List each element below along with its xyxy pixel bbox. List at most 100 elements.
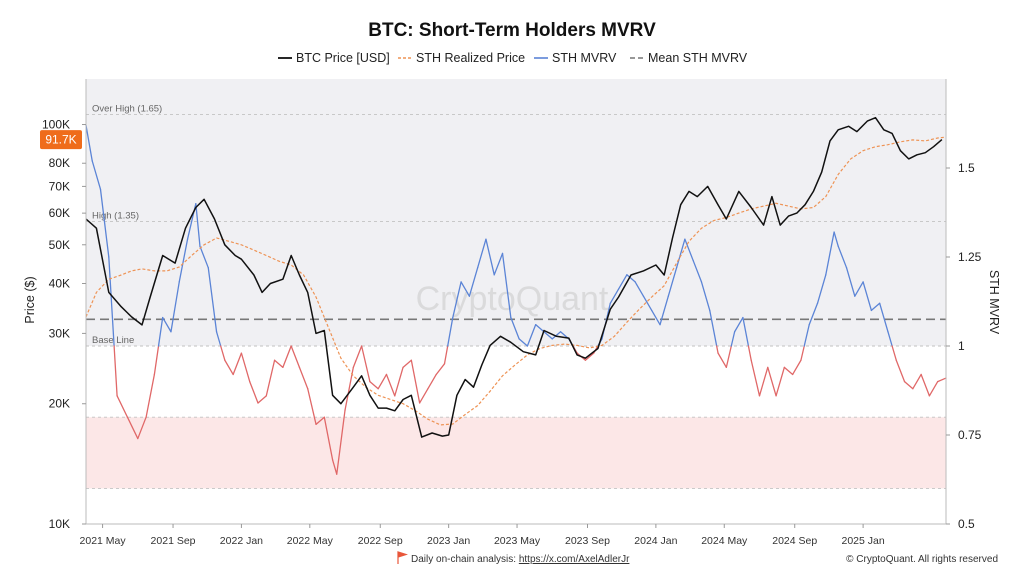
sth-mvrv-segment-27-0: [307, 388, 317, 425]
sth-mvrv-segment-75-0: [700, 281, 711, 312]
sth-mvrv-segment-4-0: [116, 395, 129, 418]
sth-mvrv-segment-67-0: [634, 281, 645, 297]
sth-mvrv-segment-80-1: [747, 345, 752, 361]
sth-mvrv-segment-77-0: [717, 352, 727, 369]
x-tick-label-5: 2023 Jan: [427, 535, 470, 547]
sth-mvrv-segment-101-0: [912, 373, 922, 390]
left-tick-label-5: 60K: [49, 206, 70, 220]
sth-mvrv-segment-26-0: [298, 366, 309, 390]
sth-mvrv-segment-53-0: [518, 338, 529, 347]
left-tick-label-7: 80K: [49, 156, 70, 170]
x-tick-label-10: 2024 Sep: [772, 535, 817, 547]
sth-mvrv-segment-31-0: [336, 409, 346, 475]
sth-mvrv-segment-34-0: [360, 345, 371, 383]
sth-mvrv-segment-10-0: [170, 281, 180, 333]
right-axis-ticks: 0.5 0.75 1 1.25 1.5: [946, 161, 982, 531]
sth-mvrv-segment-94-0: [854, 281, 864, 297]
legend-item-btc-price[interactable]: BTC Price [USD]: [278, 51, 390, 65]
current-price-badge: 91.7K: [40, 130, 82, 150]
sth-mvrv-segment-72-0: [675, 238, 686, 269]
sth-mvrv-segment-56-0: [543, 331, 553, 340]
sth-mvrv-segment-6-0: [137, 416, 147, 440]
left-tick-label-3: 40K: [49, 276, 70, 290]
sth-mvrv-segment-78-0: [725, 345, 732, 369]
sth-mvrv-segment-98-0: [887, 331, 893, 347]
legend-item-sth-realized[interactable]: STH Realized Price: [398, 51, 525, 65]
footer-prefix: Daily on-chain analysis:: [411, 554, 519, 565]
sth-mvrv-segment-99-0: [895, 359, 906, 383]
sth-mvrv-segment-82-0: [758, 366, 769, 397]
x-tick-label-8: 2024 Jan: [634, 535, 677, 547]
sth-mvrv-segment-3-1: [113, 345, 118, 397]
upper-zone-band: [86, 79, 946, 346]
sth-mvrv-segment-73-0: [684, 238, 694, 262]
series-layer: [85, 116, 947, 475]
flag-icon: [397, 551, 409, 564]
right-tick-label-2: 1: [958, 339, 965, 353]
sth-mvrv-segment-1-0: [91, 160, 102, 191]
sth-mvrv-segment-49-0: [485, 238, 495, 276]
sth-mvrv-segment-66-0: [626, 274, 636, 283]
sth-mvrv-segment-16-0: [215, 331, 222, 347]
left-axis-ticks: 10K 20K 30K 40K 50K 60K 70K 80K 100K: [42, 118, 86, 531]
sth-mvrv-segment-29-0: [323, 416, 334, 461]
sth-mvrv-segment-54-0: [526, 323, 537, 347]
plot-background: [86, 79, 946, 489]
sth-mvrv-segment-28-0: [315, 416, 325, 425]
sth-mvrv-segment-14-0: [199, 245, 209, 269]
sth-mvrv-segment-21-0: [257, 395, 267, 404]
sth-mvrv-segment-96-0: [870, 302, 881, 312]
sth-mvrv-segment-3-0: [108, 256, 115, 347]
legend-label-sth-realized: STH Realized Price: [416, 51, 525, 65]
sth-mvrv-segment-64-0: [609, 288, 620, 304]
sth-mvrv-segment-103-0: [928, 380, 939, 397]
x-tick-label-3: 2022 May: [287, 535, 334, 547]
chart-title: BTC: Short-Term Holders MVRV: [368, 20, 656, 41]
x-tick-label-1: 2021 Sep: [151, 535, 196, 547]
sth-mvrv-segment-100-0: [903, 380, 914, 390]
footer: Daily on-chain analysis: https://x.com/A…: [397, 551, 998, 565]
current-price-badge-bg: [40, 130, 82, 150]
sth-mvrv-segment-47-0: [468, 267, 479, 297]
sth-mvrv-segment-89-0: [816, 274, 827, 304]
sth-mvrv-segment-83-0: [767, 366, 777, 397]
sth-mvrv-segment-80-0: [742, 316, 750, 347]
legend-label-btc-price: BTC Price [USD]: [296, 51, 390, 65]
sth-mvrv-segment-61-0: [584, 352, 595, 361]
sth-mvrv-segment-33-0: [352, 345, 363, 369]
sth-mvrv-segment-44-1: [447, 316, 454, 347]
sth-mvrv-segment-20-0: [249, 380, 259, 404]
sth-mvrv-segment-0-0: [85, 124, 93, 162]
legend-item-mean-mvrv[interactable]: Mean STH MVRV: [630, 51, 748, 65]
sth-mvrv-segment-38-0: [394, 366, 404, 397]
sth-mvrv-segment-9-0: [162, 316, 172, 333]
sth-mvrv-segment-69-0: [651, 309, 661, 326]
x-tick-label-6: 2023 May: [494, 535, 541, 547]
sth-mvrv-segment-68-0: [642, 295, 653, 312]
sth-mvrv-segment-48-0: [477, 238, 487, 269]
sth-mvrv-segment-81-0: [750, 359, 761, 397]
sth-mvrv-segment-50-0: [493, 252, 504, 276]
sth-mvrv-segment-44-0: [443, 345, 449, 365]
footer-copyright: © CryptoQuant. All rights reserved: [846, 554, 998, 565]
x-tick-label-2: 2022 Jan: [220, 535, 263, 547]
sth-mvrv-segment-43-0: [435, 363, 446, 376]
sth-mvrv-segment-45-0: [452, 281, 462, 319]
legend-item-sth-mvrv[interactable]: STH MVRV: [534, 51, 617, 65]
x-tick-label-7: 2023 Sep: [565, 535, 610, 547]
left-tick-label-1: 20K: [49, 397, 70, 411]
sth-mvrv-segment-17-0: [224, 359, 234, 376]
sth-mvrv-segment-7-0: [145, 373, 156, 418]
sth-mvrv-segment-52-0: [510, 316, 520, 340]
sth-mvrv-segment-55-0: [535, 323, 545, 333]
sth-mvrv-segment-22-0: [265, 359, 276, 397]
sth-mvrv-segment-76-1: [716, 345, 719, 354]
sth-mvrv-segment-42-0: [427, 373, 437, 390]
footer-link[interactable]: https://x.com/AxelAdlerJr: [519, 554, 630, 565]
right-tick-label-0: 0.5: [958, 517, 975, 531]
left-tick-label-0: 10K: [49, 517, 70, 531]
legend-label-sth-mvrv: STH MVRV: [552, 51, 617, 65]
sth-mvrv-segment-93-0: [845, 267, 856, 297]
sth-mvrv-segment-87-0: [800, 345, 805, 361]
reference-label-0: Over High (1.65): [92, 104, 162, 115]
